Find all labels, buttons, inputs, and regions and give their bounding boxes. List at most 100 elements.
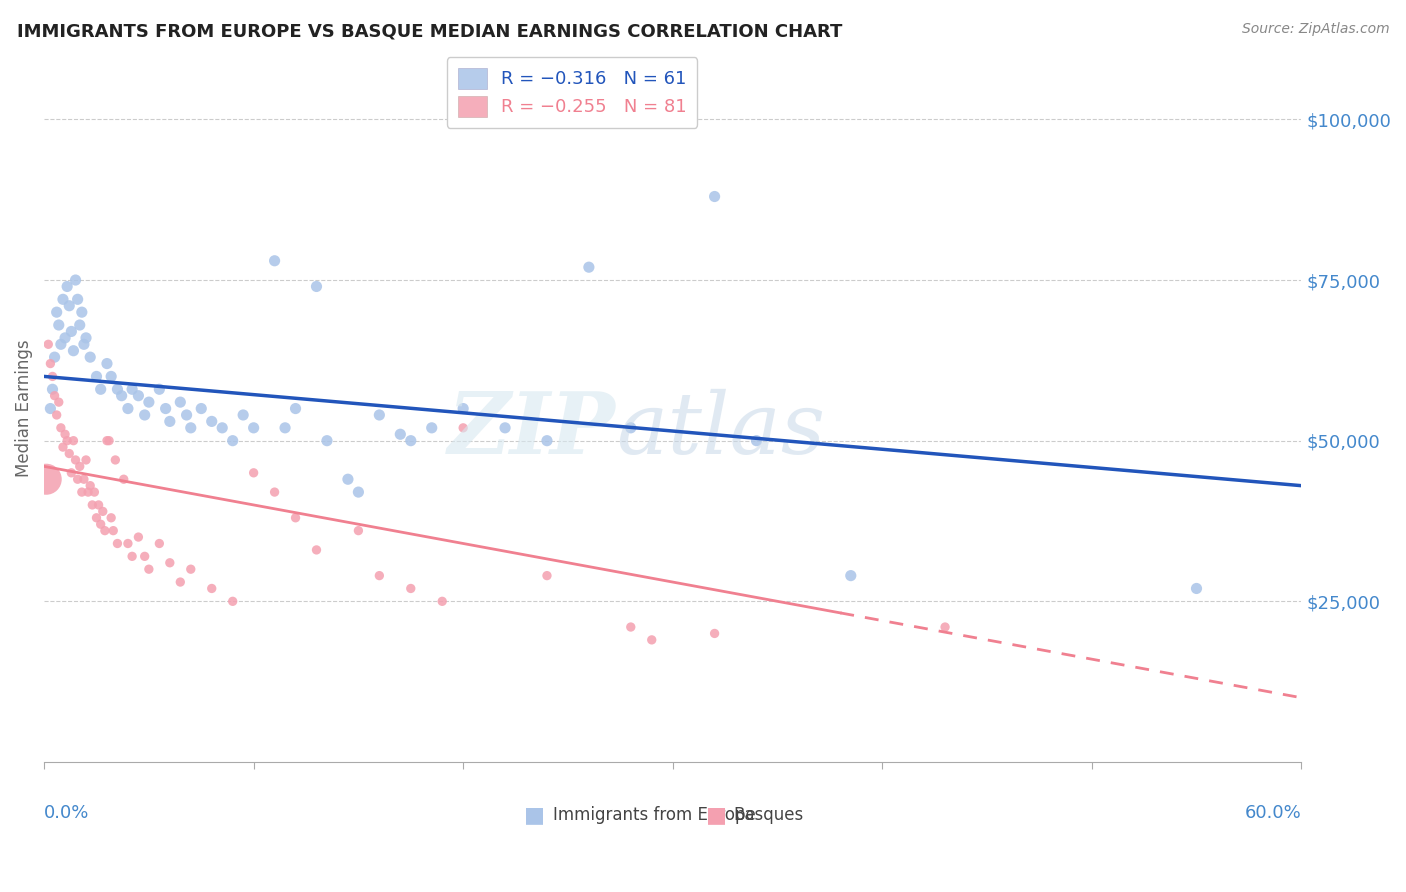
Point — [305, 543, 328, 558]
Point — [39, 357, 62, 371]
Point — [221, 434, 243, 448]
Point — [62, 343, 84, 358]
Point — [745, 434, 768, 448]
Point — [79, 350, 101, 364]
Text: IMMIGRANTS FROM EUROPE VS BASQUE MEDIAN EARNINGS CORRELATION CHART: IMMIGRANTS FROM EUROPE VS BASQUE MEDIAN … — [17, 22, 842, 40]
Point — [201, 414, 224, 428]
Point — [56, 279, 79, 293]
Point — [232, 408, 254, 422]
Point — [45, 408, 67, 422]
Point — [104, 453, 127, 467]
Point — [73, 337, 96, 351]
Point — [127, 389, 149, 403]
Text: atlas: atlas — [616, 388, 825, 471]
Point — [48, 395, 70, 409]
Point — [112, 472, 135, 486]
Point — [211, 421, 233, 435]
Point — [180, 562, 202, 576]
Point — [69, 318, 91, 332]
Text: Basques: Basques — [733, 806, 803, 824]
Point — [368, 408, 391, 422]
Point — [121, 549, 143, 564]
Point — [70, 485, 93, 500]
Point — [49, 337, 72, 351]
Point — [87, 498, 110, 512]
Point — [138, 395, 160, 409]
Point — [66, 472, 89, 486]
Point — [284, 510, 307, 524]
Point — [65, 453, 87, 467]
Text: ZIP: ZIP — [449, 388, 616, 472]
Text: ■: ■ — [706, 805, 727, 825]
Point — [94, 524, 117, 538]
Point — [41, 382, 63, 396]
Point — [77, 485, 100, 500]
Point — [107, 536, 129, 550]
Point — [451, 401, 474, 416]
Point — [169, 575, 191, 590]
Point — [86, 369, 108, 384]
Point — [52, 440, 75, 454]
Point — [65, 273, 87, 287]
Point — [368, 568, 391, 582]
Point — [117, 536, 139, 550]
Text: 60.0%: 60.0% — [1244, 805, 1302, 822]
Text: Immigrants from Europe: Immigrants from Europe — [553, 806, 756, 824]
Point — [90, 382, 112, 396]
Point — [90, 517, 112, 532]
Point — [100, 510, 122, 524]
Point — [399, 434, 422, 448]
Point — [52, 293, 75, 307]
Point — [82, 498, 104, 512]
Point — [45, 305, 67, 319]
Point — [100, 369, 122, 384]
Point — [641, 632, 664, 647]
Point — [134, 549, 156, 564]
Point — [389, 427, 412, 442]
Point — [703, 189, 725, 203]
Text: ■: ■ — [524, 805, 546, 825]
Point — [839, 568, 862, 582]
Point — [347, 524, 370, 538]
Point — [49, 421, 72, 435]
Point — [274, 421, 297, 435]
Point — [111, 389, 134, 403]
Point — [37, 337, 59, 351]
Legend: R = −0.316   N = 61, R = −0.255   N = 81: R = −0.316 N = 61, R = −0.255 N = 81 — [447, 57, 697, 128]
Point — [60, 325, 83, 339]
Point — [221, 594, 243, 608]
Point — [148, 382, 170, 396]
Point — [44, 389, 66, 403]
Point — [79, 478, 101, 492]
Point — [1185, 582, 1208, 596]
Point — [934, 620, 956, 634]
Point — [91, 504, 114, 518]
Point — [201, 582, 224, 596]
Point — [420, 421, 443, 435]
Point — [138, 562, 160, 576]
Text: Source: ZipAtlas.com: Source: ZipAtlas.com — [1241, 22, 1389, 37]
Point — [58, 299, 80, 313]
Point — [347, 485, 370, 500]
Point — [60, 466, 83, 480]
Point — [284, 401, 307, 416]
Point — [107, 382, 129, 396]
Point — [703, 626, 725, 640]
Point — [41, 369, 63, 384]
Point — [180, 421, 202, 435]
Point — [305, 279, 328, 293]
Point — [83, 485, 105, 500]
Point — [35, 472, 58, 486]
Point — [62, 434, 84, 448]
Point — [75, 331, 97, 345]
Point — [69, 459, 91, 474]
Point — [536, 568, 558, 582]
Point — [58, 446, 80, 460]
Y-axis label: Median Earnings: Median Earnings — [15, 340, 32, 477]
Point — [176, 408, 198, 422]
Point — [536, 434, 558, 448]
Point — [190, 401, 212, 416]
Point — [620, 620, 643, 634]
Point — [53, 331, 76, 345]
Point — [56, 434, 79, 448]
